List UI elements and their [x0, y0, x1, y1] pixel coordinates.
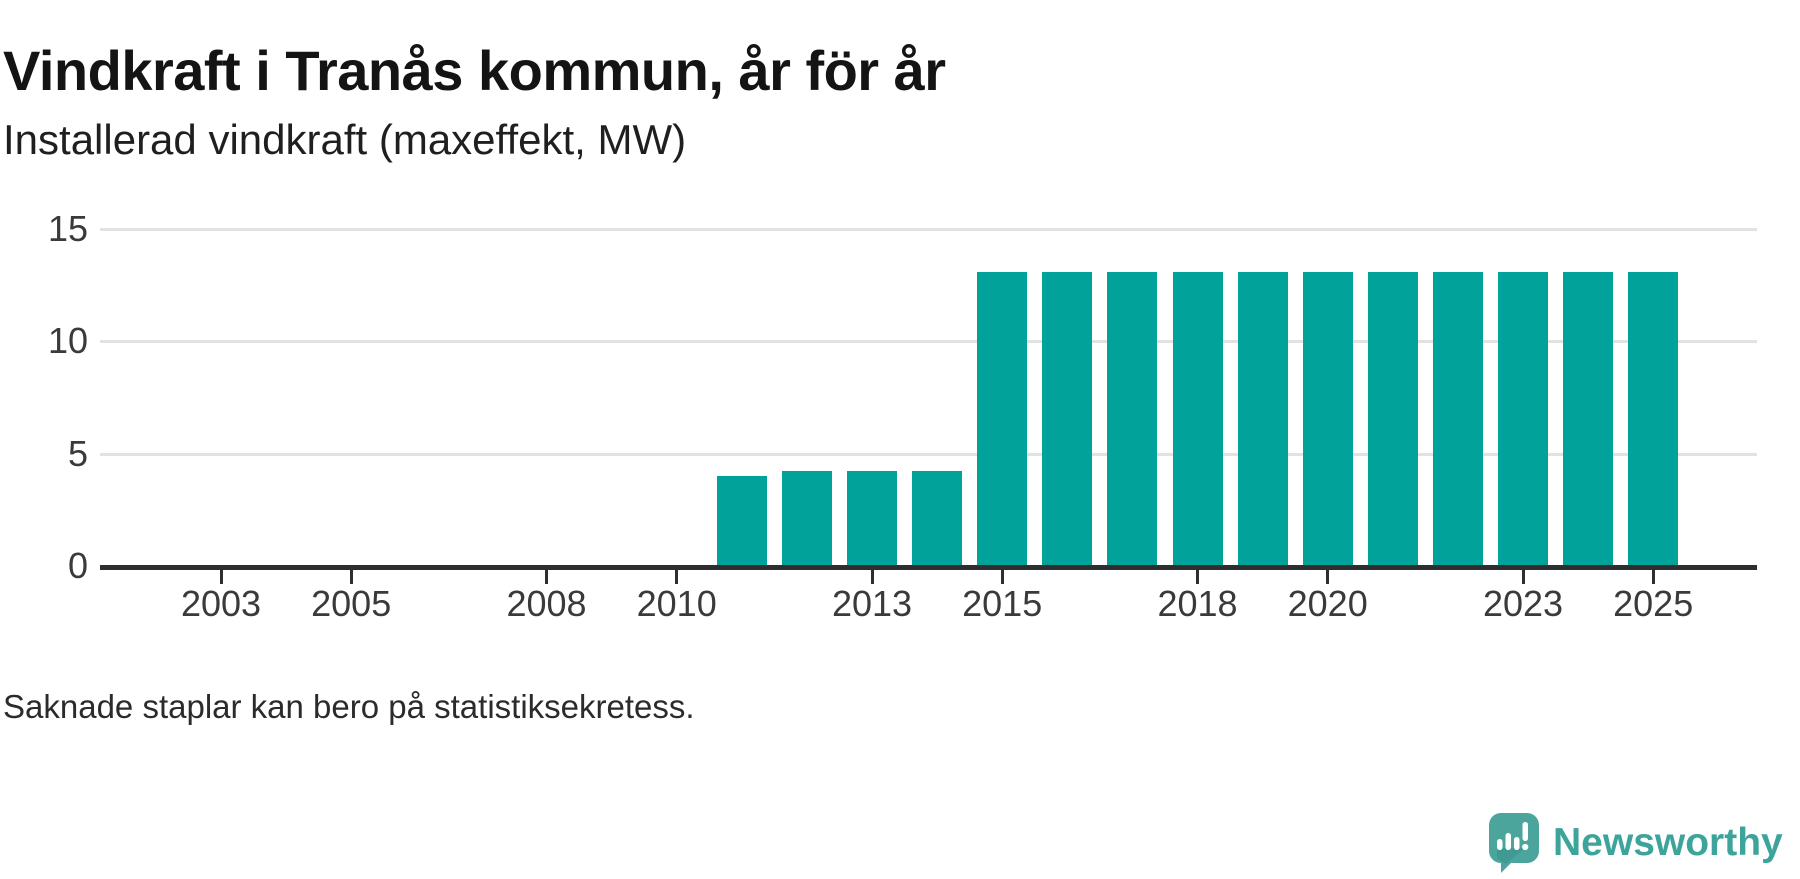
bar-2014: [912, 470, 963, 566]
x-tick-2003: [219, 569, 223, 584]
bar-2023: [1498, 271, 1548, 566]
gridline-15: [100, 227, 1757, 231]
x-tick-2008: [545, 569, 548, 584]
x-axis-label-2013: 2013: [831, 583, 913, 624]
y-axis-label-15: 15: [47, 207, 88, 249]
bar-2013: [847, 470, 897, 566]
bar-2018: [1172, 271, 1223, 566]
x-axis-label-2008: 2008: [506, 583, 587, 624]
x-axis-label-2023: 2023: [1482, 583, 1564, 624]
x-axis-label-2005: 2005: [311, 583, 392, 624]
y-axis-label-10: 10: [47, 320, 88, 362]
x-tick-2010: [675, 569, 679, 584]
bar-2011: [716, 476, 767, 566]
chart-title: Vindkraft i Tranås kommun, år för år: [3, 38, 946, 102]
bar-2012: [781, 470, 832, 566]
x-tick-2025: [1651, 569, 1655, 584]
x-tick-2020: [1326, 569, 1330, 584]
x-axis-label-2003: 2003: [180, 583, 262, 624]
bar-2017: [1107, 271, 1158, 566]
x-axis-label-2020: 2020: [1287, 583, 1368, 624]
gridline-5: [100, 452, 1757, 456]
chart-subtitle: Installerad vindkraft (maxeffekt, MW): [3, 116, 687, 163]
gridline-10: [100, 340, 1757, 344]
bar-chart-speech-bubble-icon: [1488, 812, 1540, 874]
x-tick-2005: [349, 569, 353, 584]
x-axis-line: [100, 565, 1757, 570]
x-tick-2013: [870, 569, 874, 584]
newsworthy-logo-link[interactable]: Newsworthy: [1488, 810, 1798, 876]
bar-2016: [1042, 271, 1093, 566]
x-axis-label-2015: 2015: [962, 583, 1043, 624]
y-axis-label-5: 5: [67, 432, 88, 474]
x-tick-2015: [1000, 569, 1004, 584]
x-axis-label-2025: 2025: [1613, 583, 1694, 624]
bar-2015: [977, 271, 1028, 566]
bar-2019: [1237, 271, 1288, 566]
x-tick-2023: [1521, 569, 1525, 584]
footnote: Saknade staplar kan bero på statistiksek…: [3, 688, 695, 725]
bar-2020: [1302, 271, 1353, 566]
y-axis-label-0: 0: [67, 545, 88, 586]
bar-2024: [1563, 271, 1614, 566]
bar-2025: [1628, 271, 1679, 566]
bar-2022: [1432, 271, 1483, 566]
x-axis-label-2018: 2018: [1157, 583, 1238, 624]
x-tick-2018: [1196, 569, 1199, 584]
newsworthy-logo-text: Newsworthy: [1553, 821, 1783, 864]
x-axis-label-2010: 2010: [636, 583, 717, 624]
bar-2021: [1367, 271, 1418, 566]
